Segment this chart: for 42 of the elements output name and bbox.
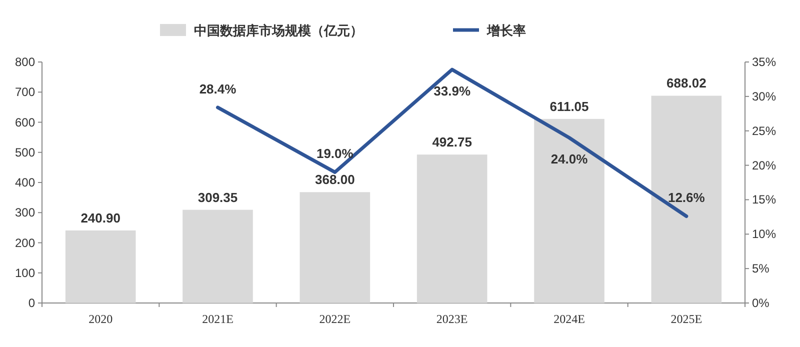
bar: [300, 192, 370, 303]
x-tick-label: 2020: [88, 312, 113, 326]
data-label: 19.0%: [316, 146, 354, 162]
y-tick-label: 400: [14, 176, 36, 190]
bar: [416, 154, 488, 303]
y2-tick-label: 35%: [752, 55, 776, 69]
data-label: 492.75: [432, 134, 472, 150]
y2-tick-label: 30%: [752, 89, 776, 104]
y-tick-label: 100: [14, 266, 36, 280]
x-tick-label: 2021E: [202, 312, 234, 326]
data-label: 24.0%: [550, 152, 588, 167]
bar: [182, 210, 253, 303]
bar: [651, 96, 722, 303]
legend-label: 中国数据库市场规模（亿元）: [194, 23, 363, 38]
y2-tick-label: 15%: [752, 192, 776, 207]
data-label: 368.00: [315, 172, 355, 188]
x-tick-label: 2023E: [436, 312, 468, 326]
x-tick-label: 2025E: [670, 312, 702, 326]
legend-label: 增长率: [486, 23, 526, 38]
y2-tick-label: 0%: [752, 296, 770, 310]
x-tick-label: 2022E: [319, 312, 351, 326]
data-label: 12.6%: [668, 190, 706, 206]
y2-tick-label: 20%: [752, 158, 776, 172]
y-tick-label: 600: [14, 115, 36, 130]
data-label: 688.02: [666, 76, 706, 91]
y-tick-label: 500: [14, 145, 36, 160]
y-tick-label: 0: [28, 296, 36, 310]
bar: [534, 118, 604, 303]
y2-tick-label: 5%: [752, 262, 770, 276]
y-tick-label: 800: [14, 55, 36, 69]
y2-tick-label: 25%: [752, 124, 776, 138]
y-tick-label: 700: [14, 85, 36, 100]
y2-tick-label: 10%: [752, 227, 776, 242]
data-label: 309.35: [198, 190, 238, 205]
data-label: 28.4%: [199, 81, 237, 96]
y-tick-label: 300: [14, 206, 36, 220]
bar: [65, 230, 136, 303]
data-label: 611.05: [550, 98, 589, 114]
data-label: 33.9%: [434, 84, 471, 99]
x-tick-label: 2024E: [554, 312, 585, 326]
data-label: 240.90: [80, 210, 120, 226]
y-tick-label: 200: [14, 236, 36, 250]
